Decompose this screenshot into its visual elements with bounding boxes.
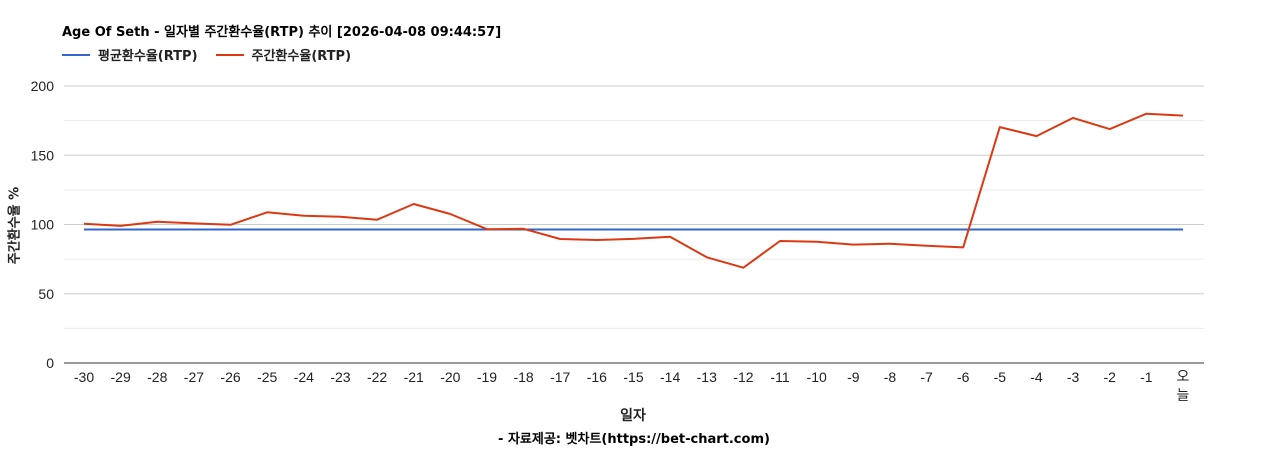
x-tick-label: 오 (1177, 368, 1190, 384)
x-tick-label: 늘 (1177, 387, 1190, 403)
x-tick-label: -7 (920, 369, 933, 385)
x-tick-label: -24 (294, 369, 314, 385)
y-tick-label: 150 (31, 147, 55, 163)
x-axis-ticks: -30 -29 -28 -27 -26 -25 -24 -23 -22 -21 -20 -19 -18 -… (74, 368, 1190, 403)
x-tick-label: -1 (1140, 369, 1153, 385)
x-tick-label: -2 (1104, 369, 1117, 385)
x-tick-label: -5 (994, 369, 1007, 385)
x-tick-label: -11 (770, 369, 789, 385)
legend-item-weekly-rtp[interactable]: 주간환수율(RTP) (215, 45, 352, 64)
x-tick-label: -12 (733, 369, 753, 385)
x-tick-label: -28 (147, 369, 167, 385)
x-tick-label: -23 (330, 369, 350, 385)
x-tick-label: -21 (404, 369, 424, 385)
y-axis-ticks: 0 50 100 150 200 (31, 78, 55, 371)
x-tick-label: -30 (74, 369, 94, 385)
x-axis-title-text: 일자 (620, 408, 646, 424)
x-axis-title: 일자 (0, 405, 1268, 425)
x-tick-label: -6 (957, 369, 970, 385)
x-tick-label: -8 (884, 369, 897, 385)
chart-legend: 평균환수율(RTP) 주간환수율(RTP) (62, 45, 369, 64)
x-tick-label: -29 (111, 369, 131, 385)
x-tick-label: -9 (847, 369, 860, 385)
legend-line-icon (215, 53, 244, 56)
legend-item-average-rtp[interactable]: 평균환수율(RTP) (62, 45, 198, 64)
y-tick-label: 200 (31, 78, 55, 94)
x-tick-label: -16 (587, 369, 607, 385)
y-tick-label: 100 (31, 217, 55, 233)
x-tick-label: -17 (550, 369, 570, 385)
gridlines (64, 85, 1204, 364)
x-tick-label: -18 (513, 369, 533, 385)
x-tick-label: -26 (220, 369, 240, 385)
series-line-weekly-rtp[interactable] (83, 112, 1184, 269)
legend-label: 주간환수율(RTP) (251, 49, 352, 64)
chart-title: Age Of Seth - 일자별 주간환수율(RTP) 추이 [2026-04… (62, 25, 502, 40)
x-tick-label: -10 (807, 369, 827, 385)
legend-line-icon (62, 53, 90, 56)
x-tick-label: -13 (697, 369, 717, 385)
y-tick-label: 50 (38, 286, 54, 302)
y-tick-label: 0 (46, 355, 54, 371)
x-tick-label: -19 (477, 369, 497, 385)
x-tick-label: -22 (367, 369, 387, 385)
x-tick-label: -20 (440, 369, 460, 385)
x-tick-label: -14 (660, 369, 680, 385)
data-source-credit: - 자료제공: 벳차트(https://bet-chart.com) (498, 432, 770, 447)
x-tick-label: -15 (623, 369, 643, 385)
x-tick-label: -4 (1030, 369, 1043, 385)
series-lines (83, 112, 1184, 269)
x-tick-label: -3 (1067, 369, 1080, 385)
x-tick-label: -25 (257, 369, 277, 385)
x-tick-label: -27 (184, 369, 204, 385)
legend-label: 평균환수율(RTP) (98, 49, 198, 64)
